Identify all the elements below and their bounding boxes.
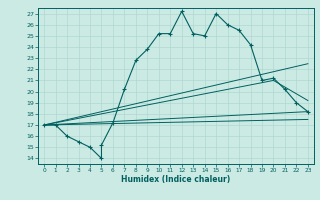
X-axis label: Humidex (Indice chaleur): Humidex (Indice chaleur) <box>121 175 231 184</box>
